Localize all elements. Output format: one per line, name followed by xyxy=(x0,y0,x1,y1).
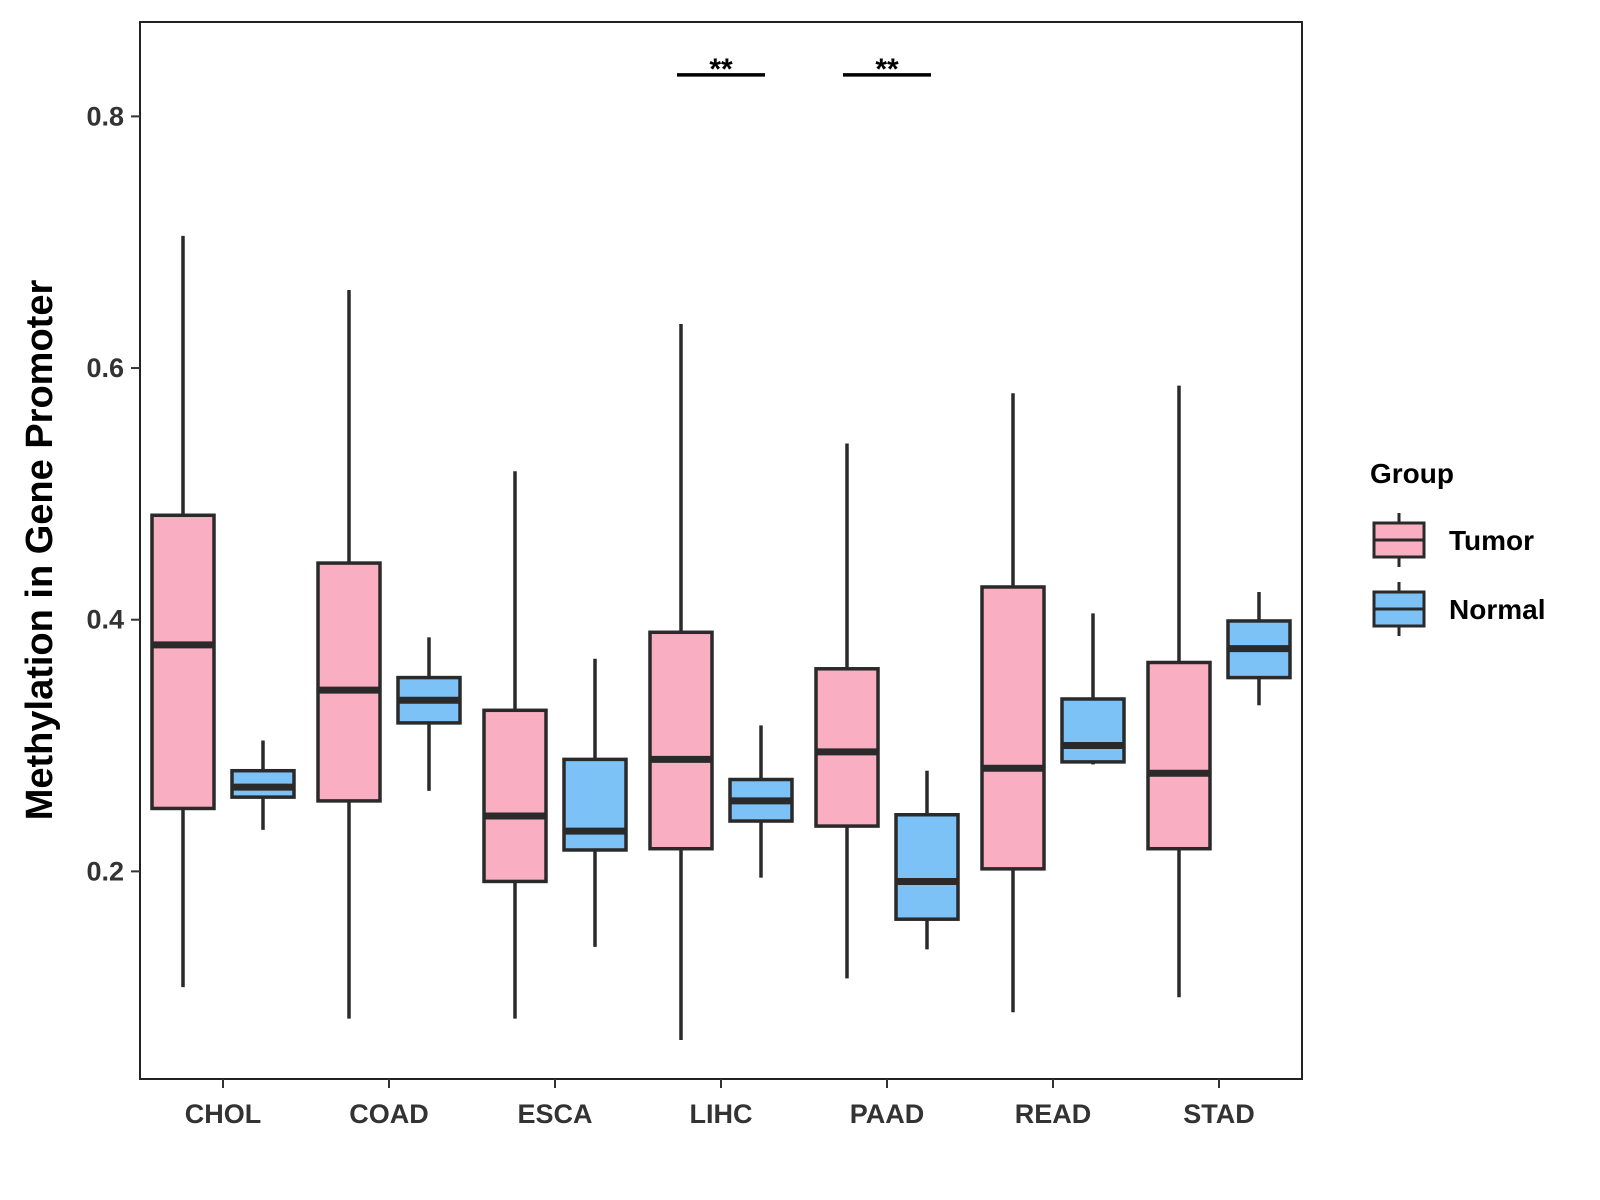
legend-item-normal: Normal xyxy=(1372,582,1545,636)
x-tick-label: PAAD xyxy=(850,1099,925,1129)
box-series xyxy=(150,235,1292,1040)
normal-box-paad xyxy=(894,770,960,950)
significance-annotations: ** ** xyxy=(677,53,931,86)
box-iqr xyxy=(1060,697,1126,764)
y-tick-label: 0.8 xyxy=(86,101,124,131)
box-iqr xyxy=(648,630,714,851)
y-axis-title: Methylation in Gene Promoter xyxy=(19,280,61,821)
x-axis: CHOL COAD ESCA LIHC PAAD READ STAD xyxy=(185,1079,1255,1129)
box-iqr xyxy=(482,708,548,884)
normal-box-esca xyxy=(562,658,628,947)
legend-title: Group xyxy=(1370,458,1454,489)
x-tick-label: READ xyxy=(1015,1099,1092,1129)
x-tick-label: LIHC xyxy=(690,1099,753,1129)
normal-box-stad xyxy=(1226,592,1292,706)
x-tick-label: COAD xyxy=(349,1099,429,1129)
box-iqr xyxy=(562,757,628,852)
box-iqr xyxy=(894,813,960,921)
box-iqr xyxy=(150,513,216,811)
normal-box-read xyxy=(1060,613,1126,765)
tumor-box-coad xyxy=(316,290,382,1019)
tumor-box-esca xyxy=(482,471,548,1019)
tumor-box-lihc xyxy=(648,324,714,1040)
y-tick-label: 0.2 xyxy=(86,856,124,886)
tumor-box-chol xyxy=(150,235,216,988)
legend-item-tumor: Tumor xyxy=(1372,513,1534,567)
x-tick-label: CHOL xyxy=(185,1099,262,1129)
tumor-box-read xyxy=(980,393,1046,1013)
legend-label: Tumor xyxy=(1449,525,1534,556)
box-iqr xyxy=(1146,660,1212,851)
tumor-box-paad xyxy=(814,443,880,979)
legend-label: Normal xyxy=(1449,594,1545,625)
box-iqr xyxy=(316,561,382,803)
significance-label: ** xyxy=(709,53,733,86)
x-tick-label: ESCA xyxy=(517,1099,592,1129)
box-iqr xyxy=(980,585,1046,871)
y-tick-label: 0.6 xyxy=(86,353,124,383)
box-iqr xyxy=(814,667,880,828)
normal-box-lihc xyxy=(728,725,794,878)
significance-label: ** xyxy=(875,53,899,86)
y-axis: 0.2 0.4 0.6 0.8 xyxy=(86,101,140,886)
x-tick-label: STAD xyxy=(1183,1099,1255,1129)
tumor-box-stad xyxy=(1146,385,1212,998)
plot-panel xyxy=(139,21,1303,1080)
y-tick-label: 0.4 xyxy=(86,605,124,635)
normal-box-coad xyxy=(396,637,462,791)
legend: Group Tumor Normal xyxy=(1370,458,1545,636)
normal-box-chol xyxy=(230,740,296,830)
